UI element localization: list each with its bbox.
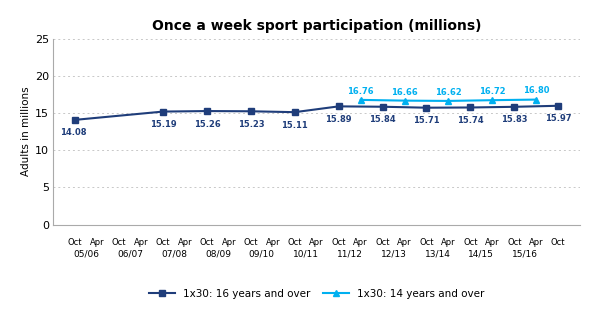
Text: 12/13: 12/13: [381, 249, 407, 258]
Text: 14.08: 14.08: [60, 128, 86, 137]
Text: Apr: Apr: [441, 238, 456, 247]
Text: Oct: Oct: [551, 238, 565, 247]
Text: 15.71: 15.71: [413, 116, 440, 125]
Text: Oct: Oct: [244, 238, 258, 247]
Text: Apr: Apr: [529, 238, 543, 247]
Text: Oct: Oct: [288, 238, 302, 247]
Text: 15/16: 15/16: [512, 249, 538, 258]
Text: 11/12: 11/12: [337, 249, 362, 258]
Text: 15.84: 15.84: [369, 115, 396, 124]
Title: Once a week sport participation (millions): Once a week sport participation (million…: [152, 19, 481, 33]
Text: 16.62: 16.62: [435, 88, 462, 97]
Text: 06/07: 06/07: [117, 249, 143, 258]
Text: Oct: Oct: [507, 238, 522, 247]
Y-axis label: Adults in millions: Adults in millions: [21, 87, 31, 177]
Text: 10/11: 10/11: [292, 249, 318, 258]
Text: Apr: Apr: [134, 238, 149, 247]
Text: Apr: Apr: [397, 238, 412, 247]
Text: 16.80: 16.80: [523, 86, 549, 95]
Text: 08/09: 08/09: [205, 249, 231, 258]
Text: 16.66: 16.66: [391, 88, 418, 97]
Text: Oct: Oct: [156, 238, 170, 247]
Text: 09/10: 09/10: [249, 249, 275, 258]
Text: Apr: Apr: [90, 238, 105, 247]
Legend: 1x30: 16 years and over, 1x30: 14 years and over: 1x30: 16 years and over, 1x30: 14 years …: [144, 285, 489, 303]
Text: Apr: Apr: [353, 238, 368, 247]
Text: 16.76: 16.76: [348, 87, 374, 96]
Text: Oct: Oct: [463, 238, 478, 247]
Text: Apr: Apr: [178, 238, 192, 247]
Text: Apr: Apr: [485, 238, 500, 247]
Text: Oct: Oct: [68, 238, 82, 247]
Text: Oct: Oct: [375, 238, 390, 247]
Text: 15.23: 15.23: [237, 120, 264, 129]
Text: 15.74: 15.74: [457, 116, 484, 125]
Text: 15.83: 15.83: [501, 115, 527, 124]
Text: 15.26: 15.26: [194, 120, 220, 129]
Text: 05/06: 05/06: [73, 249, 99, 258]
Text: Oct: Oct: [112, 238, 126, 247]
Text: 13/14: 13/14: [424, 249, 451, 258]
Text: Oct: Oct: [200, 238, 214, 247]
Text: 15.97: 15.97: [545, 114, 571, 123]
Text: 15.89: 15.89: [326, 115, 352, 124]
Text: Oct: Oct: [332, 238, 346, 247]
Text: 15.11: 15.11: [281, 121, 308, 130]
Text: Apr: Apr: [221, 238, 236, 247]
Text: Oct: Oct: [419, 238, 434, 247]
Text: Apr: Apr: [265, 238, 280, 247]
Text: 15.19: 15.19: [150, 120, 176, 129]
Text: 07/08: 07/08: [161, 249, 187, 258]
Text: 16.72: 16.72: [479, 87, 506, 96]
Text: 14/15: 14/15: [468, 249, 494, 258]
Text: Apr: Apr: [310, 238, 324, 247]
